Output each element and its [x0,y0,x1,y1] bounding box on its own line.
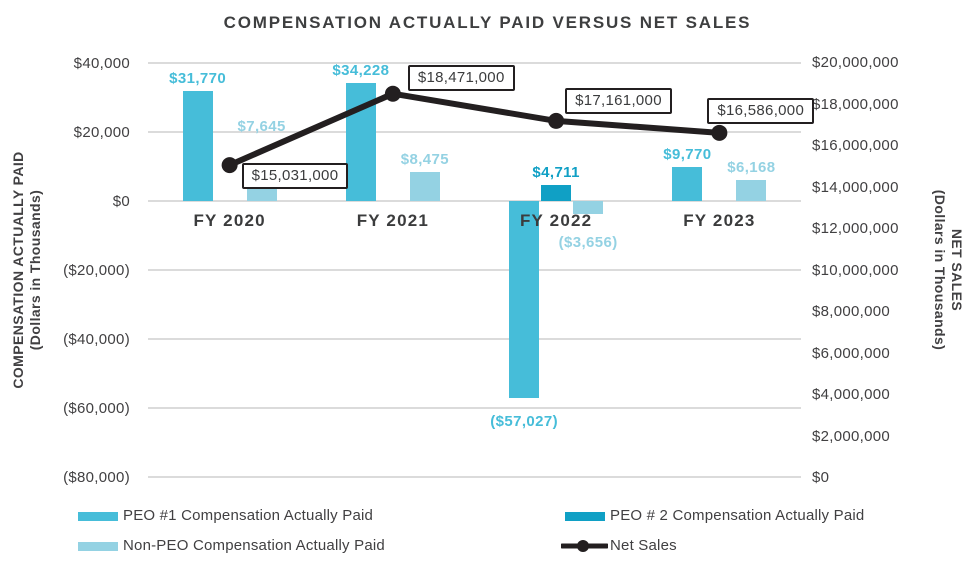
right-axis-title-line1: NET SALES [949,228,965,312]
legend-swatch [565,512,605,521]
y-tick-right: $2,000,000 [812,427,891,445]
left-axis-title-line1: COMPENSATION ACTUALLY PAID [10,151,26,389]
legend-swatch [78,542,118,551]
gridline [148,62,801,64]
y-tick-right: $0 [812,469,830,486]
y-tick-right: $18,000,000 [812,95,899,113]
bar-value-label: $34,228 [332,61,390,79]
gridline [148,407,801,409]
bar-value-label: $8,475 [400,150,450,168]
bar-value-label: $7,645 [237,117,286,135]
bar [509,201,540,398]
legend-swatch [78,512,118,521]
bar-value-label: $31,770 [169,70,227,88]
net-sales-point [548,112,565,129]
y-tick-left: ($20,000) [63,262,130,279]
bar-value-label: $4,711 [532,163,580,181]
legend-label: Net Sales [610,537,677,554]
net-sales-point-callout: $16,586,000 [707,97,815,124]
y-tick-right: $6,000,000 [812,344,891,362]
bar-value-label: $6,168 [727,158,776,176]
y-tick-right: $4,000,000 [812,386,891,403]
net-sales-point [221,157,238,174]
gridline [148,200,801,202]
net-sales-point [384,85,401,102]
net-sales-point-callout: $18,471,000 [407,64,515,91]
x-axis-label: FY 2023 [683,211,756,230]
bar [541,184,572,201]
bar-value-label: ($57,027) [490,412,559,430]
x-axis-label: FY 2021 [356,211,430,230]
right-axis-title-line2: (Dollars in Thousands) [932,189,948,351]
bar-value-label: ($3,656) [558,233,618,251]
net-sales-point-callout: $15,031,000 [241,163,349,190]
gridline [148,338,801,340]
net-sales-legend-glyph [559,538,610,559]
net-sales-point-callout: $17,161,000 [565,87,672,114]
y-tick-right: $14,000,000 [812,178,899,196]
y-tick-left: $40,000 [73,55,130,72]
y-tick-left: $20,000 [73,124,130,141]
y-tick-right: $20,000,000 [812,54,899,71]
legend-label: Non-PEO Compensation Actually Paid [123,537,385,554]
bar [182,91,213,201]
gridline [148,269,801,271]
y-tick-right: $16,000,000 [812,137,899,154]
gridline [148,476,801,478]
bar [409,171,440,201]
y-tick-left: ($60,000) [63,400,130,417]
x-axis-label: FY 2020 [193,211,266,230]
legend-label: PEO #1 Compensation Actually Paid [123,507,374,524]
y-tick-left: ($80,000) [63,469,130,486]
bar [736,179,767,201]
y-tick-left: $0 [112,193,130,210]
right-axis-title: NET SALES (Dollars in Thousands) [931,100,965,440]
chart-title: COMPENSATION ACTUALLY PAID VERSUS NET SA… [223,13,752,32]
y-tick-right: $10,000,000 [812,261,899,279]
y-tick-right: $8,000,000 [812,303,891,320]
legend-label: PEO # 2 Compensation Actually Paid [610,507,865,524]
x-axis-label: FY 2022 [519,211,593,230]
y-tick-right: $12,000,000 [812,220,899,237]
bar [573,201,604,214]
bar [345,82,376,201]
bar [672,167,703,201]
y-tick-left: ($40,000) [63,331,130,348]
